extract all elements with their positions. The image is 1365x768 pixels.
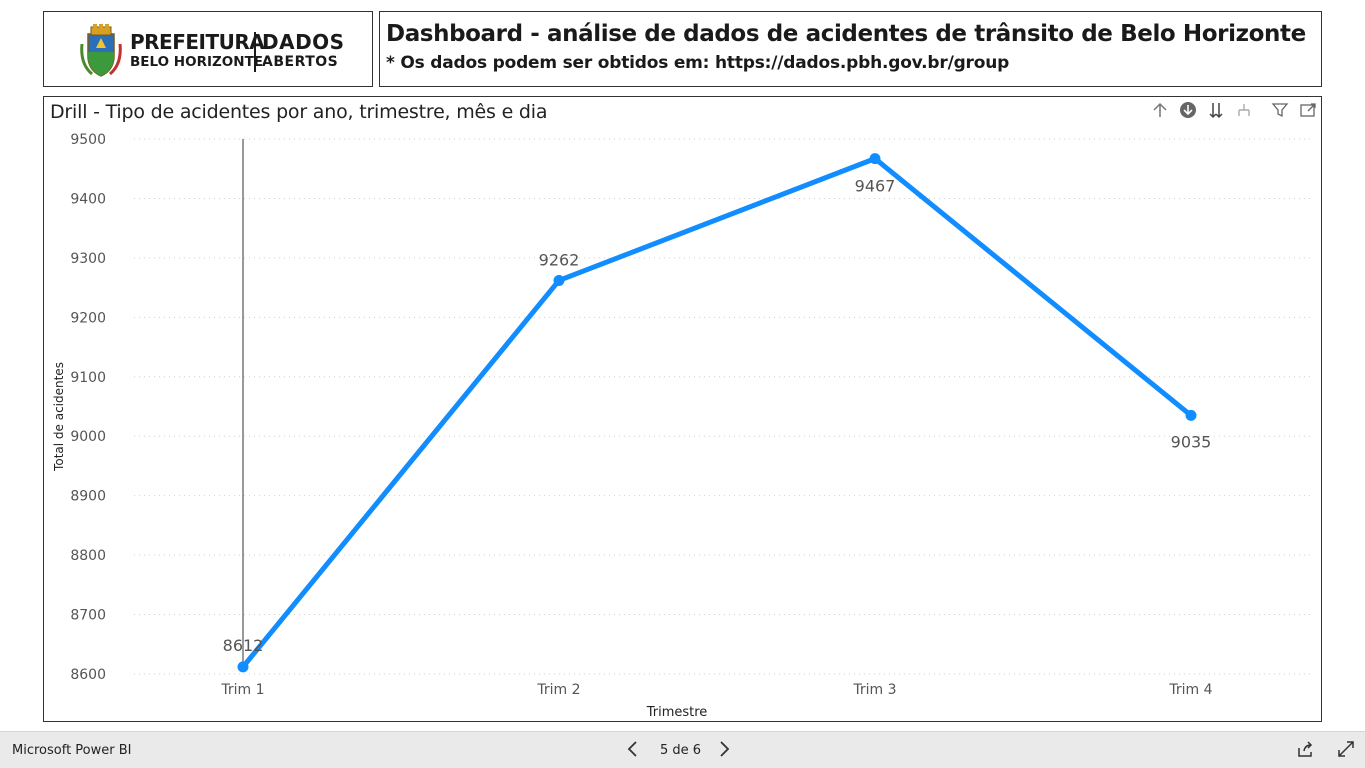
x-axis-title: Trimestre xyxy=(646,705,708,720)
data-point[interactable] xyxy=(869,153,881,165)
y-tick-label: 9100 xyxy=(70,370,106,386)
data-label: 8612 xyxy=(223,636,264,655)
dashboard-title: Dashboard - análise de dados de acidente… xyxy=(386,21,1306,47)
y-tick-label: 8600 xyxy=(70,667,106,683)
next-page-button[interactable] xyxy=(717,740,731,762)
hierarchy-icon[interactable] xyxy=(1235,101,1253,119)
chart-plot: 8600 8700 8800 8900 9000 9100 9200 9300 9400 9500… xyxy=(52,132,1314,720)
page-indicator: 5 de 6 xyxy=(660,743,702,758)
report-footer: Microsoft Power BI 5 de 6 xyxy=(0,731,1365,768)
logo-dados-text: DADOS xyxy=(262,30,345,54)
x-tick-label: Trim 3 xyxy=(852,682,896,698)
data-point[interactable] xyxy=(237,661,249,673)
logo-prefeitura-text: PREFEITURA xyxy=(130,30,265,54)
y-tick-label: 9000 xyxy=(70,429,106,445)
chart-title: Drill - Tipo de acidentes por ano, trime… xyxy=(50,101,548,123)
logo-city-text: BELO HORIZONTE xyxy=(130,54,263,70)
filter-icon[interactable] xyxy=(1271,101,1289,119)
x-tick-label: Trim 1 xyxy=(220,682,264,698)
data-point[interactable] xyxy=(553,274,565,286)
fullscreen-button[interactable] xyxy=(1337,740,1355,762)
power-bi-brand[interactable]: Microsoft Power BI xyxy=(12,743,132,758)
y-tick-label: 9300 xyxy=(70,251,106,267)
share-icon xyxy=(1298,741,1313,757)
previous-page-button[interactable] xyxy=(626,740,640,762)
chevron-left-icon xyxy=(627,741,637,757)
city-crest-icon xyxy=(80,24,122,77)
data-point[interactable] xyxy=(1185,409,1197,421)
y-tick-label: 8800 xyxy=(70,548,106,564)
drill-down-circle-icon[interactable] xyxy=(1179,101,1197,119)
data-label: 9467 xyxy=(855,177,896,196)
y-tick-label: 9400 xyxy=(70,191,106,207)
arrow-up-icon[interactable] xyxy=(1151,101,1169,119)
chevron-right-icon xyxy=(720,741,730,757)
share-button[interactable] xyxy=(1296,740,1314,762)
y-tick-label: 9200 xyxy=(70,310,106,326)
y-axis-title: Total de acidentes xyxy=(52,362,66,472)
data-label: 9262 xyxy=(539,250,580,269)
expand-down-icon[interactable] xyxy=(1207,101,1225,119)
fullscreen-icon xyxy=(1338,741,1354,757)
y-tick-label: 8900 xyxy=(70,489,106,505)
logo-divider xyxy=(254,32,256,72)
logo-panel: PREFEITURA BELO HORIZONTE DADOS ABERTOS xyxy=(43,11,373,87)
series-line[interactable] xyxy=(240,156,1194,670)
logo-abertos-text: ABERTOS xyxy=(262,54,339,70)
dashboard-subtitle: * Os dados podem ser obtidos em: https:/… xyxy=(386,53,1010,73)
x-tick-label: Trim 4 xyxy=(1168,682,1212,698)
data-label: 9035 xyxy=(1171,432,1212,451)
focus-mode-icon[interactable] xyxy=(1299,101,1317,119)
y-tick-label: 8700 xyxy=(70,608,106,624)
x-tick-label: Trim 2 xyxy=(536,682,580,698)
y-tick-label: 9500 xyxy=(70,132,106,148)
line-chart-visual[interactable]: Drill - Tipo de acidentes por ano, trime… xyxy=(43,96,1322,722)
header-panel: Dashboard - análise de dados de acidente… xyxy=(379,11,1322,87)
